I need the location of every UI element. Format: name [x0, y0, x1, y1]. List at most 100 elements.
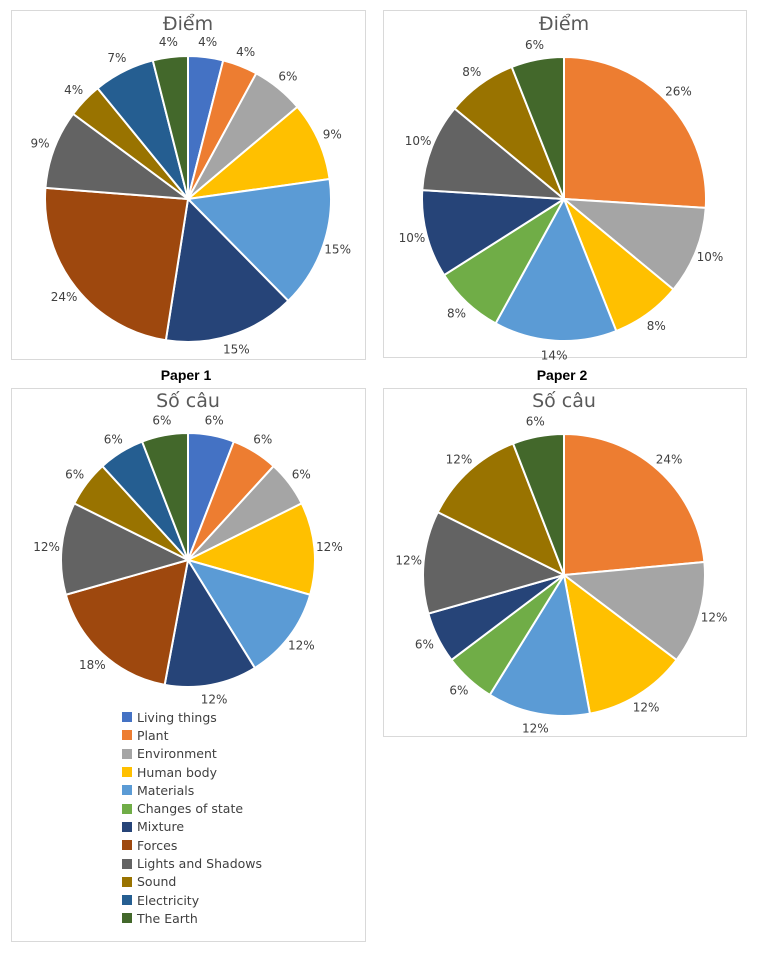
data-label: 6% [525, 38, 544, 52]
legend-label: Electricity [137, 892, 200, 908]
legend-label: Sound [137, 874, 177, 890]
pie-slice-mixture [163, 557, 257, 688]
legend-label: Forces [137, 837, 178, 853]
legend-item: Changes of state [122, 799, 262, 817]
legend-label: Materials [137, 782, 195, 798]
legend-item: Materials [122, 781, 262, 799]
pie-slice-materials [185, 558, 312, 670]
pie-slice-materials [488, 572, 592, 717]
data-label: 26% [665, 85, 692, 99]
legend-swatch [122, 840, 132, 851]
data-label: 4% [159, 35, 178, 49]
data-label: 6% [526, 415, 545, 429]
data-label: 4% [64, 83, 83, 97]
pie-slice-materials [494, 196, 618, 342]
paper-1-label: Paper 1 [160, 367, 212, 383]
legend-swatch [122, 913, 132, 924]
pie-slice-mixture [421, 189, 568, 277]
legend-label: Lights and Shadows [137, 856, 263, 872]
chart-title: Số câu [156, 390, 220, 412]
legend-swatch [122, 821, 132, 832]
pie-slice-forces [64, 558, 190, 687]
legend-swatch [122, 785, 132, 796]
data-label: 6% [253, 432, 272, 446]
chart-title: Điểm [163, 13, 213, 35]
data-label: 6% [65, 467, 84, 481]
legend-item: Environment [122, 745, 262, 763]
chart-title: Số câu [532, 390, 596, 412]
pie-slice-human-body [562, 572, 678, 715]
legend-label: Human body [137, 764, 217, 780]
data-label: 12% [33, 540, 60, 554]
legend-swatch [122, 712, 132, 723]
pie-slice-mixture [164, 196, 290, 343]
data-label: 4% [198, 35, 217, 49]
pie-slice-the-earth [151, 54, 189, 200]
legend-item: Sound [122, 873, 262, 891]
pie-slice-forces [44, 186, 190, 342]
legend-swatch [122, 748, 132, 759]
data-label: 12% [395, 554, 422, 568]
pie-slice-lights-and-shadows [44, 112, 192, 201]
data-label: 9% [323, 128, 342, 142]
data-label: 12% [288, 639, 315, 653]
pie-slice-plant [563, 432, 706, 577]
legend: Living things Plant Environment Human body M… [122, 708, 262, 928]
chart-title: Điểm [539, 13, 589, 35]
legend-swatch [122, 895, 132, 906]
pie-slice-human-body [184, 105, 331, 201]
pie-slice-lights-and-shadows [60, 502, 191, 596]
data-label: 9% [30, 137, 49, 151]
pie-slice-the-earth [510, 55, 565, 200]
data-label: 12% [201, 693, 228, 707]
data-label: 18% [79, 658, 106, 672]
legend-item: Electricity [122, 891, 262, 909]
legend-label: Plant [137, 727, 169, 743]
data-label: 14% [541, 349, 568, 363]
legend-item: Mixture [122, 818, 262, 836]
legend-swatch [122, 730, 132, 741]
data-label: 24% [656, 453, 683, 467]
pie-slice-sound [436, 442, 566, 578]
legend-label: Changes of state [137, 801, 244, 817]
legend-swatch [122, 767, 132, 778]
legend-item: Plant [122, 726, 262, 744]
data-label: 6% [104, 432, 123, 446]
data-label: 4% [236, 45, 255, 59]
legend-item: Lights and Shadows [122, 854, 262, 872]
data-label: 15% [324, 243, 351, 257]
legend-item: Living things [122, 708, 262, 726]
pie-slice-environment [561, 560, 706, 662]
data-label: 12% [701, 611, 728, 625]
pie-slice-plant [563, 55, 707, 209]
pie-slice-materials [185, 177, 332, 303]
data-label: 6% [278, 70, 297, 84]
data-label: 12% [522, 721, 549, 735]
legend-item: The Earth [122, 909, 262, 927]
legend-item: Forces [122, 836, 262, 854]
data-label: 6% [415, 638, 434, 652]
data-label: 7% [107, 51, 126, 65]
data-label: 8% [647, 319, 666, 333]
data-label: 12% [633, 701, 660, 715]
legend-label: The Earth [137, 910, 198, 926]
pie-slice-human-body [185, 502, 316, 596]
data-label: 12% [446, 453, 473, 467]
data-label: 6% [449, 683, 468, 697]
legend-swatch [122, 858, 132, 869]
legend-swatch [122, 876, 132, 887]
data-label: 15% [223, 342, 250, 356]
legend-label: Mixture [137, 819, 185, 835]
pie-slice-the-earth [511, 432, 565, 576]
data-label: 10% [697, 250, 724, 264]
data-label: 12% [316, 540, 343, 554]
paper-2-label: Paper 2 [536, 367, 588, 383]
pie-slice-the-earth [140, 431, 189, 561]
data-label: 6% [205, 413, 224, 427]
data-label: 10% [399, 231, 426, 245]
pie-slice-lights-and-shadows [422, 510, 567, 615]
data-label: 8% [447, 306, 466, 320]
data-label: 8% [462, 65, 481, 79]
pie-slice-environment [560, 197, 707, 291]
